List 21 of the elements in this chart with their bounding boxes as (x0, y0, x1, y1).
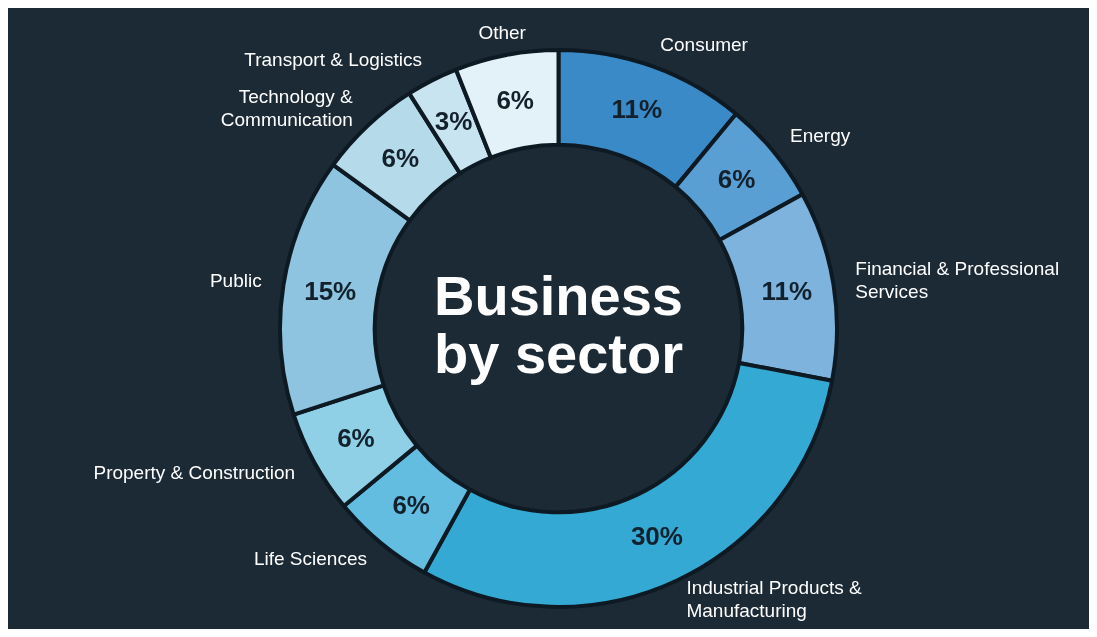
data-label: 6% (337, 423, 375, 454)
text: Business by sector (434, 263, 683, 385)
data-label: 6% (392, 489, 430, 520)
data-label: 15% (304, 275, 357, 306)
slice-label: Transport & Logistics (244, 48, 423, 70)
slice-label: Technology & Communication (220, 86, 354, 131)
data-label: 11% (761, 275, 813, 306)
slice-label: Other (478, 21, 527, 43)
data-label: 30% (630, 520, 683, 551)
data-label: 3% (434, 105, 473, 136)
data-label: 6% (717, 164, 756, 195)
data-label: 11% (611, 94, 663, 125)
data-label: 6% (496, 84, 534, 115)
slice-label: Life Sciences (253, 548, 367, 570)
slice-label: Property & Construction (93, 461, 296, 483)
slice-label: Industrial Products & Manufacturing (686, 577, 863, 622)
slice-label: Financial & Professional Services (855, 258, 1060, 303)
slice-label: Energy (790, 125, 851, 147)
data-label: 6% (381, 143, 420, 174)
slice-label: Public (209, 269, 262, 291)
slice-label: Consumer (660, 34, 749, 55)
